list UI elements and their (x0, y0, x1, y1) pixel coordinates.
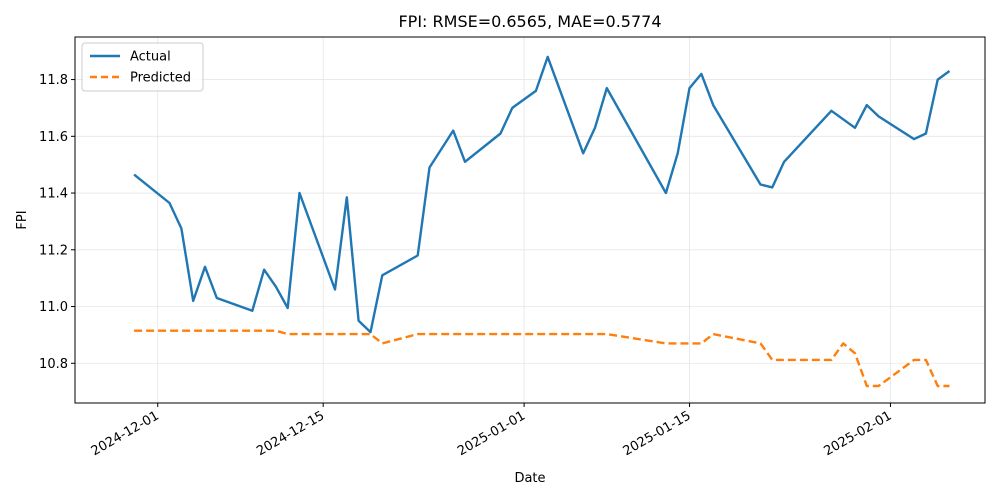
y-tick-label: 11.4 (39, 187, 68, 202)
chart-title: FPI: RMSE=0.6565, MAE=0.5774 (398, 12, 661, 31)
y-tick-label: 11.0 (39, 300, 68, 315)
plot-frame (74, 36, 986, 404)
y-axis-label: FPI (15, 210, 30, 229)
y-tick-label: 11.8 (39, 73, 68, 88)
legend: Actual Predicted (81, 42, 204, 92)
y-tick-label: 10.8 (39, 357, 68, 372)
actual-series-line (133, 55, 951, 334)
y-tick-label: 11.2 (39, 243, 68, 258)
y-tick-label: 11.6 (39, 130, 68, 145)
series-layer (133, 55, 951, 388)
legend-label-predicted: Predicted (130, 71, 191, 86)
x-axis-label: Date (514, 471, 545, 486)
legend-label-actual: Actual (130, 50, 171, 65)
predicted-series-line (134, 329, 950, 388)
y-axis: 10.8 11.0 11.2 11.4 11.6 11.8 (39, 73, 75, 372)
